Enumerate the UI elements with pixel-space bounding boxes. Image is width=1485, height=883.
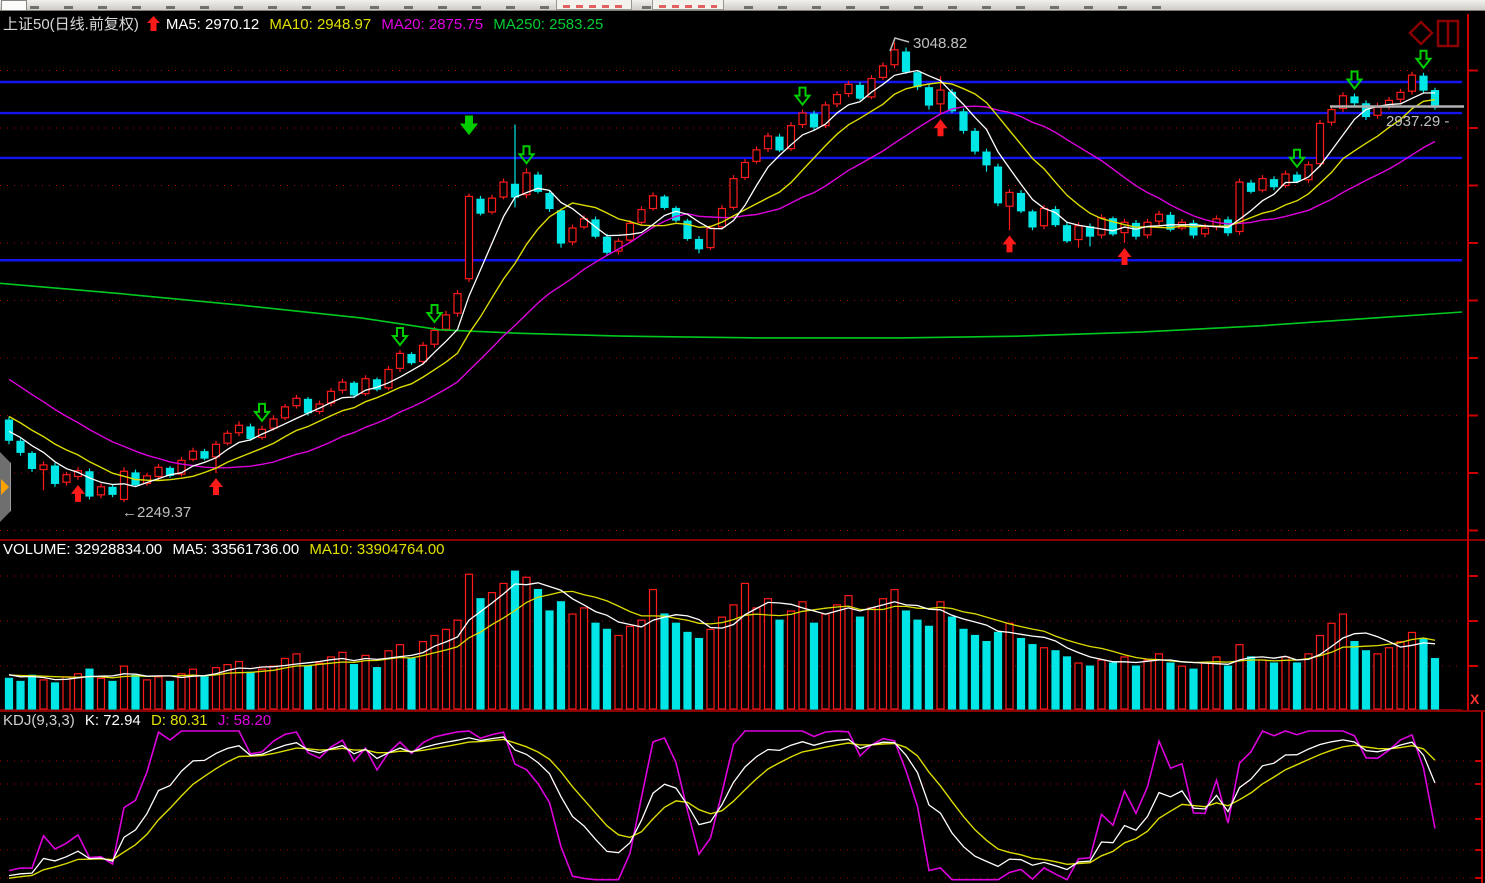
buy-signal-up-arrow-icon (146, 16, 160, 35)
ma5-value: MA5: 2970.12 (165, 16, 260, 33)
ma-lines-layer (0, 69, 1463, 488)
kdj-j-value: J: 58.20 (217, 712, 272, 729)
grid-layer (0, 70, 1478, 879)
volume-layer (0, 570, 1462, 710)
candlestick-layer (4, 42, 1440, 503)
toolbar-button[interactable] (1, 0, 27, 11)
volume-ma5-value: MA5: 33561736.00 (172, 541, 300, 558)
level-lines-layer (0, 80, 1462, 262)
kdj-layer (8, 729, 1436, 881)
expand-right-arrow-icon (1, 479, 9, 495)
last-price-label: 2937.29 - (1386, 113, 1449, 130)
ma20-value: MA20: 2875.75 (381, 16, 484, 33)
ma10-value: MA10: 2948.97 (269, 16, 372, 33)
sidebar-expand-handle[interactable] (0, 452, 11, 522)
ma250-value: MA250: 2583.25 (493, 16, 604, 33)
signal-markers-layer (71, 49, 1433, 502)
peak-price-label: 3048.82 (913, 35, 967, 52)
volume-header: VOLUME: 32928834.00 MA5: 33561736.00 MA1… (3, 541, 451, 558)
volume-ma10-value: MA10: 33904764.00 (309, 541, 445, 558)
kdj-d-value: D: 80.31 (150, 712, 208, 729)
toolbar-value-cell-2[interactable] (652, 0, 724, 10)
axis-layer (0, 14, 1485, 883)
kdj-label: KDJ(9,3,3) (3, 712, 75, 729)
volume-value: VOLUME: 32928834.00 (3, 541, 163, 558)
kdj-k-value: K: 72.94 (84, 712, 141, 729)
kdj-header: KDJ(9,3,3) K: 72.94 D: 80.31 J: 58.20 (3, 712, 277, 729)
diamond-icon[interactable] (1408, 20, 1434, 46)
main-chart-header: 上证50(日线.前复权) MA5: 2970.12 MA10: 2948.97 M… (3, 13, 609, 35)
window-pane-icon[interactable] (1436, 19, 1460, 48)
close-x-button[interactable]: X (1470, 691, 1480, 707)
low-price-label: ←2249.37 (122, 504, 191, 521)
toolbar-strip (0, 0, 1485, 11)
price-labels-layer: 3048.82 ←2249.37 2937.29 - X (122, 35, 1480, 707)
symbol-title: 上证50(日线.前复权) (3, 16, 139, 33)
toolbar-value-cell-1[interactable] (556, 0, 632, 10)
